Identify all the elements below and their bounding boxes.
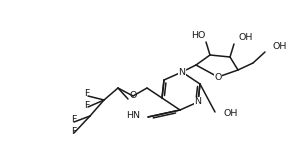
Text: O: O	[129, 92, 137, 100]
Text: O: O	[214, 72, 222, 81]
Text: N: N	[195, 97, 201, 107]
Text: F: F	[71, 115, 76, 124]
Text: F: F	[71, 127, 76, 136]
Text: HN: HN	[126, 112, 140, 120]
Text: OH: OH	[239, 32, 253, 41]
Text: OH: OH	[273, 41, 287, 51]
Text: F: F	[85, 100, 90, 109]
Text: N: N	[178, 68, 186, 76]
Text: N: N	[180, 67, 186, 76]
Text: F: F	[85, 88, 90, 97]
Text: OH: OH	[224, 109, 238, 119]
Text: HO: HO	[191, 31, 205, 40]
